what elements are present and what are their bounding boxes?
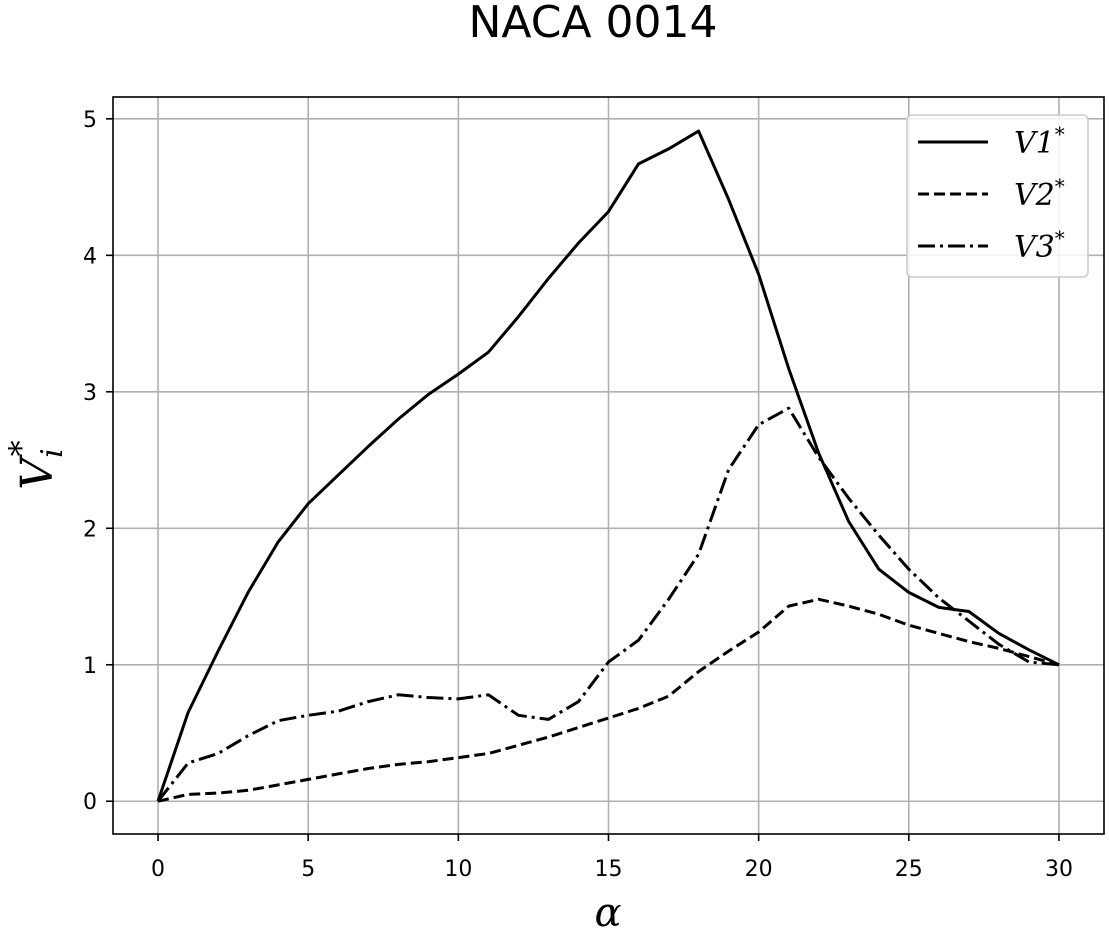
legend-label-v3: V3* xyxy=(1014,226,1065,265)
x-tick-label: 15 xyxy=(595,857,623,882)
y-tick-label: 4 xyxy=(83,244,97,269)
y-axis-label-sub: i xyxy=(35,448,70,458)
x-axis-label: α xyxy=(594,890,621,933)
series-layer xyxy=(156,129,1060,803)
legend: V1* V2* V3* xyxy=(906,114,1089,278)
legend-label-v2: V2* xyxy=(1014,174,1065,213)
y-tick-label: 2 xyxy=(83,517,97,542)
y-tick-label: 5 xyxy=(83,108,97,133)
x-tick-label: 30 xyxy=(1045,857,1073,882)
y-axis-label-sup: * xyxy=(2,440,40,456)
y-tick-label: 1 xyxy=(83,654,97,679)
series-line-v3 xyxy=(156,406,1060,803)
y-tick-label: 0 xyxy=(83,790,97,815)
x-axis: 0 5 10 15 20 25 30 xyxy=(151,834,1073,882)
series-line-v2 xyxy=(157,597,1060,803)
y-axis-label: Vi* xyxy=(2,440,70,489)
x-tick-label: 5 xyxy=(301,857,315,882)
series-line-v1 xyxy=(156,129,1060,802)
chart-title: NACA 0014 xyxy=(468,0,717,48)
y-tick-label: 3 xyxy=(83,381,97,406)
x-tick-label: 25 xyxy=(895,857,923,882)
x-tick-label: 20 xyxy=(745,857,773,882)
y-axis: 0 1 2 3 4 5 xyxy=(83,108,113,815)
x-tick-label: 10 xyxy=(444,857,472,882)
legend-label-v1: V1* xyxy=(1014,122,1065,161)
x-tick-label: 0 xyxy=(151,857,165,882)
legend-box xyxy=(906,114,1089,278)
y-axis-label-main: V xyxy=(12,454,63,490)
